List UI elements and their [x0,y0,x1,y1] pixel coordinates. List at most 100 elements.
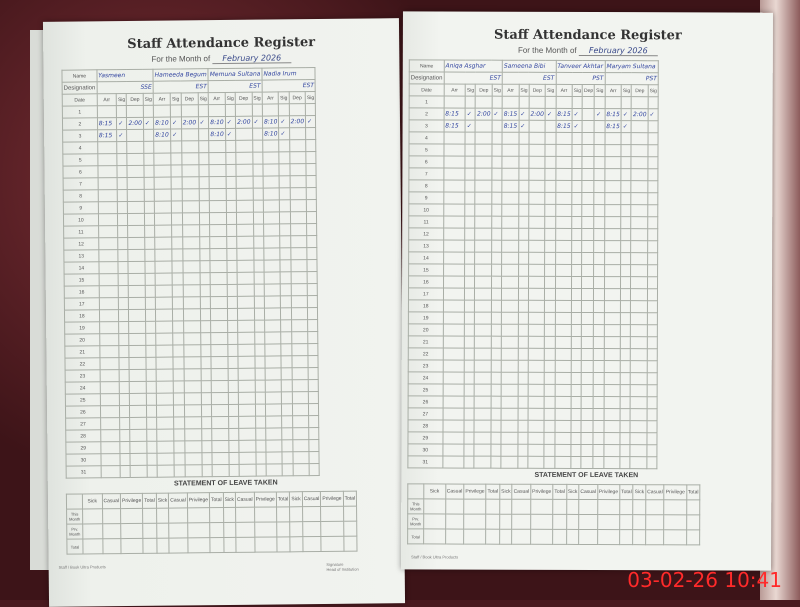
entry-cell [620,336,631,349]
date-cell: 13 [63,249,99,263]
leave-column-header: Total [209,492,224,508]
entry-cell [545,120,556,133]
entry-cell [307,283,318,296]
date-cell: 25 [408,383,443,396]
entry-cell [604,192,622,205]
entry-cell [291,307,308,320]
entry-cell [117,165,128,178]
entry-cell [181,176,199,189]
entry-cell [146,405,157,418]
entry-cell [620,240,632,253]
date-row: 21 [408,335,658,349]
date-cell: 9 [63,201,99,215]
leave-cell [686,499,700,515]
entry-cell [555,168,572,181]
entry-cell [528,228,546,241]
entry-cell [255,428,266,441]
entry-cell [555,300,572,313]
date-cell: 7 [408,167,444,180]
entry-cell [171,188,183,202]
entry-cell [465,132,476,145]
leave-cell [302,506,322,522]
entry-cell [443,251,465,265]
entry-cell [116,105,127,118]
entry-cell [581,432,594,445]
date-row: 28 [408,419,658,433]
entry-cell [156,429,174,442]
entry-cell [631,156,648,169]
entry-cell [465,144,476,157]
staff-designation: EST [261,79,316,93]
entry-cell [554,312,572,325]
entry-cell [554,408,572,421]
entry-cell [631,204,648,217]
entry-cell [99,333,120,346]
entry-cell [182,284,200,297]
entry-cell [182,200,200,213]
entry-cell [254,308,265,321]
entry-cell [464,252,476,265]
entry-cell [518,264,529,277]
entry-cell [582,96,595,109]
entry-cell [571,420,582,433]
entry-cell [228,452,240,465]
entry-cell [554,372,572,385]
entry-cell [254,368,266,381]
date-cell: 4 [62,141,98,155]
entry-cell: ✓ [252,116,263,129]
entry-cell [289,127,306,140]
entry-cell [262,139,280,153]
entry-cell [154,237,172,250]
leave-column-header: Total [342,491,357,507]
entry-cell [443,179,466,193]
entry-cell [475,240,492,253]
entry-cell [99,297,119,310]
entry-cell: 8:15 [555,108,573,121]
entry-cell [581,396,594,409]
entry-cell [571,300,582,313]
entry-cell [593,288,605,301]
entry-cell [265,439,283,453]
entry-cell [501,456,518,469]
entry-cell [555,144,573,157]
entry-cell [99,381,120,394]
leave-cell [445,499,464,515]
entry-cell [212,452,229,465]
entry-cell [582,132,595,145]
entry-cell [544,372,555,385]
entry-cell [98,261,119,274]
entry-cell [518,96,530,109]
month-label: For the Month of [517,45,577,55]
entry-cell [571,180,583,193]
entry-cell [183,332,201,345]
leave-cell [597,514,620,530]
entry-cell [171,248,183,262]
entry-cell [211,404,229,417]
entry-cell [594,156,605,169]
entry-cell [491,348,502,361]
entry-cell [544,384,555,397]
entry-cell [254,320,265,333]
leave-cell [530,499,553,515]
entry-cell [491,384,502,397]
date-row: 12 [408,227,658,241]
entry-cell [128,273,146,286]
entry-cell [544,312,556,325]
entry-cell [252,200,264,213]
entry-cell [630,300,648,313]
entry-cell [290,235,307,248]
date-row: 17 [408,287,658,301]
leave-cell [664,529,687,545]
entry-cell [210,308,228,321]
leave-cell [321,521,344,537]
entry-cell [238,440,256,453]
register-title: Staff Attendance Register [493,27,682,44]
leave-cell [423,528,446,545]
entry-cell [126,105,144,118]
entry-cell [501,252,519,265]
leave-column-header: Privilege [187,492,210,508]
entry-cell [545,228,556,241]
entry-cell [474,336,492,349]
entry-cell [464,312,475,325]
date-cell: 24 [408,371,443,384]
